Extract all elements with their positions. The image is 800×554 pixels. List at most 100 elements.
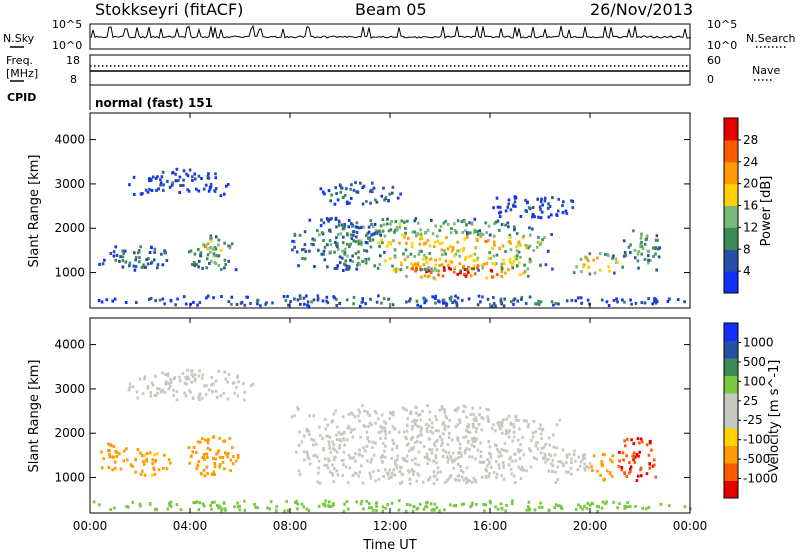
data-cell (451, 460, 454, 464)
data-cell (174, 303, 177, 307)
data-cell (513, 297, 517, 301)
data-cell (377, 477, 381, 481)
data-cell (467, 425, 470, 429)
data-cell (365, 249, 369, 253)
data-cell (526, 201, 529, 205)
data-cell (194, 377, 197, 381)
data-cell (230, 242, 234, 246)
data-cell (410, 437, 413, 441)
nsearch-label: N.Search (746, 32, 796, 45)
data-cell (405, 429, 409, 433)
data-cell (297, 469, 301, 473)
data-cell (398, 241, 401, 245)
data-cell (449, 298, 452, 302)
data-cell (438, 509, 441, 513)
data-cell (221, 456, 225, 459)
data-cell (227, 452, 230, 455)
data-cell (429, 502, 433, 506)
data-cell (338, 443, 341, 447)
data-cell (212, 456, 215, 460)
data-cell (179, 379, 182, 383)
data-cell (413, 418, 416, 422)
data-cell (214, 261, 217, 265)
data-cell (448, 244, 452, 248)
data-cell (198, 259, 201, 263)
data-cell (425, 260, 429, 264)
data-cell (154, 177, 158, 180)
data-cell (500, 267, 504, 271)
data-cell (192, 261, 196, 264)
data-cell (188, 461, 191, 465)
data-cell (476, 239, 479, 243)
data-cell (465, 481, 468, 485)
data-cell (480, 264, 484, 267)
data-cell (151, 462, 154, 466)
data-cell (214, 187, 218, 190)
data-cell (434, 414, 437, 418)
data-cell (431, 425, 434, 429)
data-cell (499, 502, 503, 506)
data-cell (613, 271, 616, 275)
data-cell (547, 453, 551, 456)
data-cell (100, 466, 104, 470)
data-cell (591, 502, 594, 506)
data-cell (519, 443, 522, 447)
data-cell (630, 302, 633, 306)
data-cell (334, 216, 338, 220)
data-cell (565, 461, 568, 465)
data-cell (349, 187, 352, 191)
colorbar-tick-label: 16 (743, 199, 758, 213)
data-cell (217, 243, 220, 247)
data-cell (368, 506, 371, 510)
data-cell (312, 438, 316, 442)
data-cell (381, 453, 384, 457)
data-cell (289, 300, 292, 303)
data-cell (498, 211, 501, 215)
data-cell (444, 301, 447, 305)
data-cell (426, 228, 430, 232)
data-cell (569, 466, 573, 470)
data-cell (474, 246, 478, 250)
data-cell (407, 442, 410, 446)
data-cell (579, 257, 583, 261)
data-cell (411, 427, 414, 431)
data-cell (235, 385, 238, 389)
data-cell (414, 262, 418, 266)
data-cell (423, 297, 427, 301)
data-cell (373, 264, 376, 268)
data-cell (192, 446, 196, 449)
data-cell (423, 267, 427, 271)
data-cell (630, 438, 633, 442)
data-cell (201, 437, 204, 441)
data-cell (572, 271, 576, 275)
data-cell (303, 257, 307, 261)
data-cell (419, 228, 422, 232)
data-cell (433, 508, 436, 512)
colorbar-segment (724, 410, 738, 429)
data-cell (626, 501, 629, 505)
data-cell (561, 462, 565, 466)
data-cell (435, 478, 439, 482)
data-cell (420, 235, 423, 238)
data-cell (228, 246, 232, 250)
data-cell (551, 464, 555, 468)
data-cell (335, 433, 338, 437)
data-cell (493, 262, 497, 266)
data-cell (465, 435, 468, 439)
data-cell (405, 459, 409, 463)
data-cell (465, 223, 468, 227)
data-cell (438, 257, 441, 261)
data-cell (330, 193, 333, 197)
data-cell (640, 252, 644, 256)
data-cell (400, 261, 403, 265)
data-cell (453, 254, 456, 258)
data-cell (362, 184, 366, 188)
data-cell (206, 446, 210, 450)
data-cell (338, 438, 341, 442)
data-cell (406, 417, 410, 420)
data-cell (223, 192, 226, 196)
data-cell (448, 259, 452, 263)
data-cell (210, 507, 213, 511)
data-cell (447, 263, 450, 267)
